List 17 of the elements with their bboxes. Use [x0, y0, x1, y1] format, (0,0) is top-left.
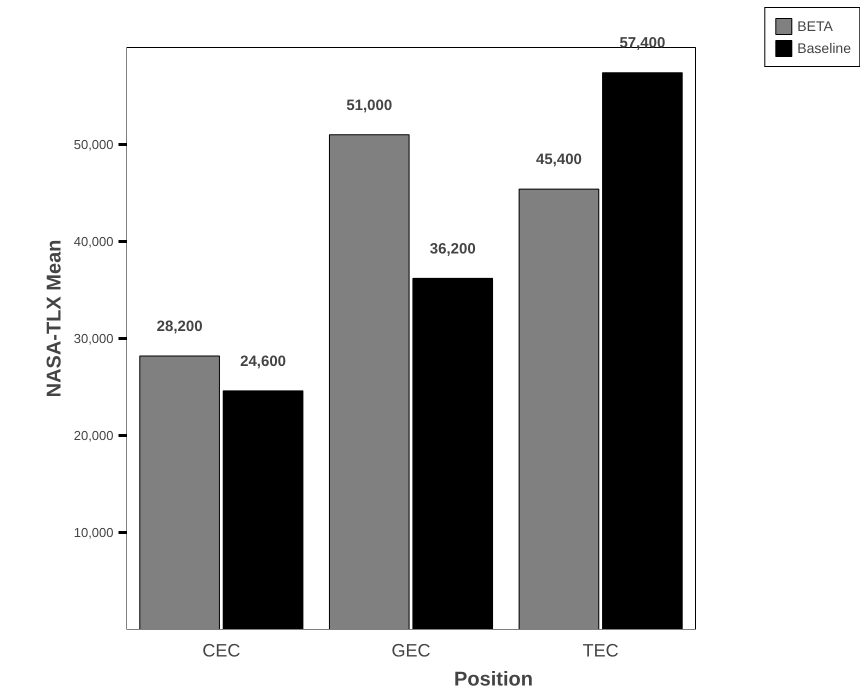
- y-tick-label: 10,000: [74, 525, 114, 540]
- y-tick-label: 50,000: [74, 137, 114, 152]
- legend-label: Baseline: [797, 40, 851, 56]
- y-tick-label: 40,000: [74, 234, 114, 249]
- text: 36,200: [430, 240, 476, 258]
- text: 24,600: [240, 352, 286, 370]
- x-tick-label: CEC: [202, 640, 240, 660]
- text: 51,000: [346, 96, 392, 114]
- y-tick-label: 30,000: [74, 331, 114, 346]
- x-tick-label: GEC: [391, 640, 431, 660]
- y-axis-title: NASA-TLX Mean: [44, 240, 66, 398]
- x-tick-label: TEC: [582, 640, 619, 660]
- legend-label: BETA: [797, 18, 833, 34]
- x-axis-title: Position: [454, 668, 533, 690]
- text: 28,200: [156, 318, 203, 335]
- text: 45,400: [536, 151, 582, 168]
- y-tick-label: 20,000: [74, 428, 114, 443]
